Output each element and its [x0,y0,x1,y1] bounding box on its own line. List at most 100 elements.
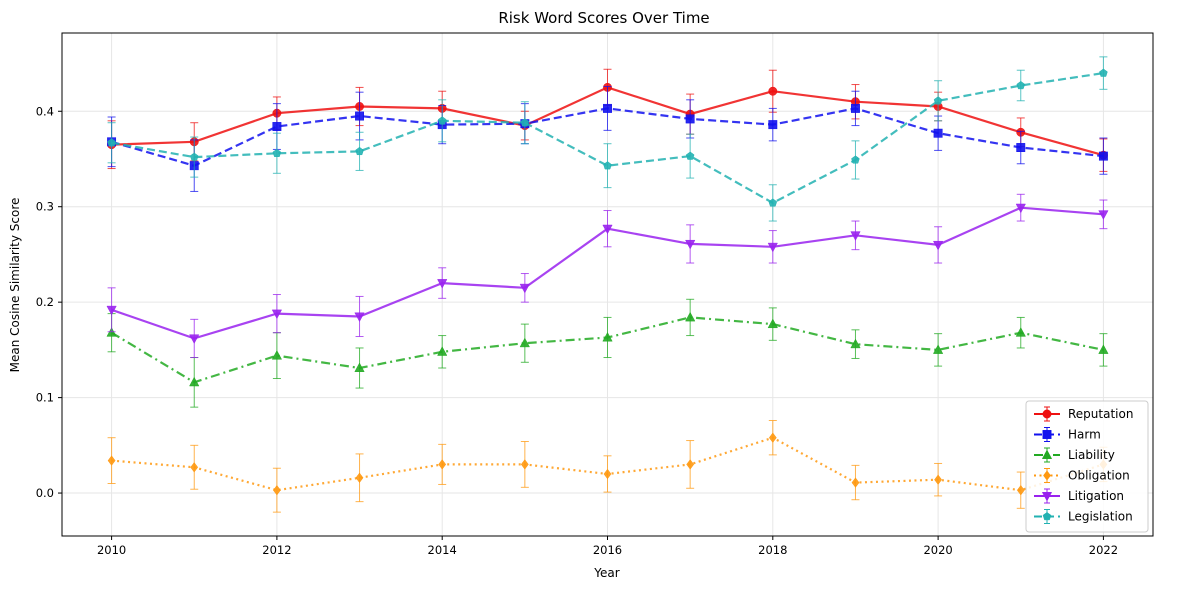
data-point [355,111,364,121]
data-point [603,161,612,170]
data-point [107,455,116,466]
series-legislation [107,56,1108,222]
legend-label: Reputation [1068,407,1133,421]
data-point [272,122,282,131]
legend-label: Liability [1068,448,1115,462]
legend-item-legislation: Legislation [1034,509,1133,524]
data-point [685,311,696,322]
data-point [519,337,530,348]
series-liability [106,298,1109,408]
data-point [851,155,860,164]
data-point [685,151,695,160]
data-point [851,103,860,113]
data-point [1016,143,1026,152]
data-point [686,459,695,470]
legend-label: Harm [1068,428,1101,442]
x-tick-label: 2012 [262,543,291,557]
data-point [272,484,281,496]
data-point [437,116,447,125]
data-point [685,114,695,124]
data-point [602,331,613,342]
legend-label: Litigation [1068,489,1124,503]
data-point [768,120,778,130]
x-tick-label: 2020 [923,543,952,557]
data-point [271,309,283,320]
data-point [767,242,778,253]
data-point [767,318,778,329]
legend-item-litigation: Litigation [1034,488,1124,504]
x-tick-label: 2018 [758,543,787,557]
data-point [768,198,778,207]
data-point [189,334,200,344]
legend-marker [1041,492,1053,502]
legend-marker [1042,409,1052,419]
legend-item-liability: Liability [1034,447,1115,463]
data-point [519,283,530,294]
y-axis-label: Mean Cosine Similarity Score [8,198,22,373]
data-point [354,362,365,372]
data-point [850,338,861,349]
data-point [1015,203,1026,214]
data-point [272,148,282,157]
data-point [437,346,448,356]
data-point [603,468,612,480]
y-tick-label: 0.1 [36,391,54,405]
data-point [768,86,778,96]
plot-frame [61,32,1154,537]
data-point [1016,80,1026,90]
data-point [106,305,117,316]
data-point [189,376,200,387]
data-point [271,350,283,360]
x-axis-label: Year [593,566,619,580]
data-point [1098,344,1109,354]
plot-area [106,56,1109,513]
data-point [685,239,696,250]
y-tick-label: 0.3 [36,200,54,214]
data-point [1016,484,1025,496]
legend-item-harm: Harm [1034,427,1101,442]
legend-marker [1043,470,1051,481]
legend-marker [1041,449,1053,459]
data-point [1015,327,1026,337]
data-point [189,152,199,161]
data-point [355,146,364,156]
data-point [520,118,530,127]
legend-label: Obligation [1068,469,1130,483]
y-tick-label: 0.2 [36,295,54,309]
series-litigation [106,193,1109,359]
data-point [520,459,529,470]
y-tick-label: 0.4 [36,104,54,118]
x-tick-label: 2016 [593,543,622,557]
x-tick-label: 2010 [97,543,126,557]
data-point [438,459,447,470]
data-point [1099,68,1108,77]
data-point [603,103,612,113]
y-tick-label: 0.0 [36,486,54,500]
data-point [1098,210,1109,220]
legend-box [1025,400,1149,533]
data-point [355,472,364,484]
chart-title: Risk Word Scores Over Time [498,9,709,27]
legend-marker [1042,511,1052,521]
data-point [933,128,943,138]
data-point [932,240,944,251]
legend-label: Legislation [1068,510,1133,524]
data-point [354,312,365,323]
legend: Reputation Harm Liability Obligation Litigat… [1025,400,1149,533]
data-point [1098,151,1108,161]
data-point [768,432,777,443]
x-tick-label: 2022 [1089,543,1118,557]
data-point [851,477,860,488]
legend-marker [1042,430,1052,439]
data-point [107,138,116,147]
legend-item-obligation: Obligation [1034,468,1130,483]
data-point [932,344,944,354]
legend-item-reputation: Reputation [1034,406,1133,422]
data-point [602,224,613,235]
axis-ticks: 2010 2012 2014 2016 2018 2020 2022 0.0 0.1 0.2 0.3… [36,104,1118,557]
data-point [437,279,448,289]
data-point [190,462,199,473]
data-point [933,96,943,105]
